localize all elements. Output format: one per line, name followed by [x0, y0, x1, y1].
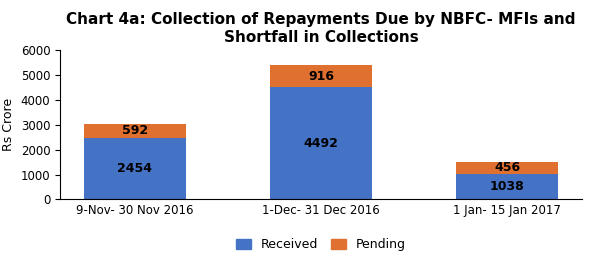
Bar — [270, 65, 372, 88]
Bar — [456, 162, 558, 174]
Text: 916: 916 — [308, 70, 334, 83]
Bar — [84, 124, 186, 138]
Text: 456: 456 — [494, 161, 520, 175]
Bar — [84, 138, 186, 199]
Legend: Received, Pending: Received, Pending — [231, 233, 411, 256]
Text: 2454: 2454 — [118, 162, 152, 175]
Title: Chart 4a: Collection of Repayments Due by NBFC- MFIs and
Shortfall in Collection: Chart 4a: Collection of Repayments Due b… — [66, 12, 576, 45]
Text: 1038: 1038 — [490, 180, 524, 193]
Y-axis label: Rs Crore: Rs Crore — [2, 98, 15, 151]
Bar — [456, 174, 558, 199]
Text: 4492: 4492 — [304, 137, 338, 150]
Text: 592: 592 — [122, 124, 148, 137]
Bar — [270, 88, 372, 199]
